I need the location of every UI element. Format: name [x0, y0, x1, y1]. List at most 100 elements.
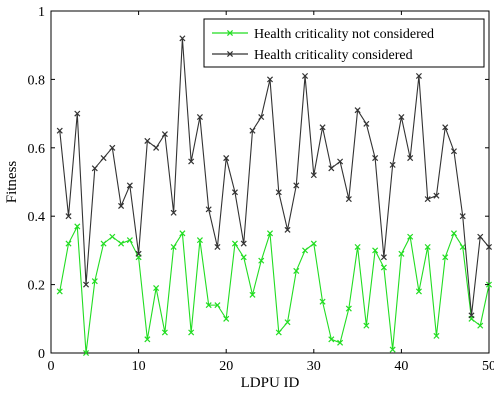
data-point	[153, 284, 160, 292]
data-point	[363, 322, 370, 329]
data-point	[433, 192, 440, 199]
plot-area-border	[50, 10, 490, 354]
y-tick-label: 0	[38, 347, 45, 362]
data-point	[144, 336, 151, 343]
data-point	[258, 113, 265, 121]
data-point	[328, 336, 335, 343]
x-axis-ticks: 0 10 20 30 40 50	[48, 11, 494, 374]
data-point	[328, 165, 335, 172]
data-point	[249, 127, 256, 134]
data-point	[74, 110, 81, 117]
data-point	[109, 144, 116, 151]
data-point	[91, 278, 98, 285]
data-point	[345, 196, 352, 203]
x-tick-label: 10	[132, 359, 146, 374]
data-point	[275, 189, 282, 196]
data-point	[231, 240, 238, 247]
data-point	[337, 158, 344, 165]
data-point	[205, 206, 212, 213]
data-point	[161, 131, 168, 138]
data-point	[266, 230, 274, 237]
x-tick-label: 30	[307, 359, 321, 374]
data-point	[354, 243, 361, 251]
data-point	[118, 202, 125, 209]
data-point	[56, 127, 63, 134]
data-point	[302, 247, 309, 254]
data-point	[231, 189, 238, 196]
legend-label-not-considered: Health criticality not considered	[254, 27, 434, 42]
legend-marker-considered	[226, 50, 234, 58]
data-point	[205, 302, 212, 309]
data-point	[424, 243, 431, 251]
x-tick-label: 0	[48, 359, 55, 374]
plot-frame	[50, 10, 490, 354]
x-tick-label: 50	[482, 359, 494, 374]
data-point	[135, 250, 142, 257]
data-point	[380, 254, 387, 261]
data-point	[161, 329, 168, 336]
legend-label-considered: Health criticality considered	[254, 48, 413, 63]
data-point	[363, 120, 370, 127]
data-point	[83, 349, 90, 357]
data-point	[100, 240, 107, 247]
data-point	[389, 346, 396, 353]
data-point	[415, 288, 422, 295]
data-point	[477, 233, 484, 240]
data-point	[170, 243, 177, 251]
y-tick-label: 0.8	[28, 73, 46, 88]
data-point	[83, 281, 90, 288]
data-point	[459, 213, 466, 220]
data-point	[188, 158, 195, 165]
legend-box	[203, 18, 485, 68]
data-point	[188, 329, 195, 336]
data-point	[179, 230, 186, 237]
y-tick-label: 0.4	[28, 210, 46, 225]
data-point	[398, 250, 405, 257]
y-axis-title: Fitness	[4, 161, 20, 204]
series-line	[59, 224, 490, 354]
x-tick-label: 40	[394, 359, 408, 374]
data-point	[118, 240, 125, 247]
legend-entry-considered: Health criticality considered	[212, 48, 413, 63]
data-point	[293, 182, 300, 189]
data-point	[310, 240, 317, 247]
data-point	[442, 254, 449, 261]
data-point	[170, 209, 177, 216]
data-point	[337, 339, 344, 346]
legend-marker-cross	[226, 50, 234, 58]
data-point	[179, 35, 186, 42]
data-point	[354, 107, 361, 114]
data-point	[126, 237, 133, 244]
data-point	[100, 155, 107, 162]
data-point	[450, 230, 457, 237]
data-point	[144, 137, 151, 144]
data-point	[196, 237, 203, 244]
data-point	[389, 161, 396, 168]
data-point	[240, 240, 247, 247]
data-point	[415, 72, 422, 80]
data-point	[91, 165, 98, 172]
data-point	[442, 124, 449, 131]
x-tick-label: 20	[219, 359, 233, 374]
data-point	[468, 312, 475, 319]
legend: Health criticality not considered Health…	[203, 18, 485, 68]
data-point	[214, 302, 221, 309]
data-point	[56, 288, 63, 295]
legend-entry-not-considered: Health criticality not considered	[212, 27, 434, 42]
data-point	[398, 113, 405, 121]
legend-marker-cross	[226, 29, 234, 37]
data-point	[266, 76, 274, 83]
series-not-considered	[56, 223, 493, 357]
data-point	[153, 144, 160, 151]
data-point	[345, 305, 352, 312]
data-point	[65, 240, 72, 247]
data-point	[372, 247, 379, 254]
data-point	[258, 257, 265, 264]
data-point	[407, 233, 414, 240]
data-point	[109, 233, 116, 240]
legend-marker-not-considered	[226, 29, 234, 37]
y-tick-label: 1	[38, 5, 45, 20]
data-point	[65, 213, 72, 220]
